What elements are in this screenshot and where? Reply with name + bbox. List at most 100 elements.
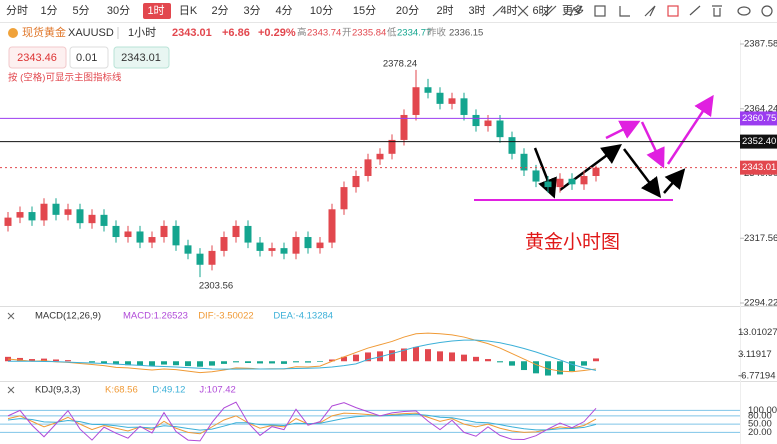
macd-bar — [449, 352, 455, 362]
macd-bar — [149, 361, 155, 367]
candle-body — [364, 159, 372, 176]
active-period-bg — [143, 3, 171, 19]
period-button[interactable]: 6时 — [532, 4, 549, 17]
candle-body — [508, 137, 516, 154]
macd-bar — [497, 361, 503, 363]
macd-bar — [545, 361, 551, 376]
qty[interactable]: 0.01 — [76, 52, 97, 64]
candle-body — [352, 175, 360, 188]
candle-body — [412, 87, 420, 115]
period-button[interactable]: 5分 — [72, 4, 89, 17]
candle-body — [196, 253, 204, 265]
icon — [667, 5, 679, 17]
arrow — [605, 120, 641, 140]
period-button[interactable]: 4时 — [500, 4, 517, 17]
candle-body — [484, 120, 492, 127]
candle-body — [4, 217, 12, 226]
icon — [594, 5, 606, 17]
period-button[interactable]: 1分 — [40, 4, 57, 17]
candle-body — [556, 178, 564, 188]
candle-body — [496, 120, 504, 138]
macd-bar — [401, 348, 407, 362]
candle-body — [400, 114, 408, 140]
macd-bar — [581, 361, 587, 366]
candle-body — [388, 139, 396, 154]
kdj-line — [7, 401, 597, 442]
macd-bar — [509, 361, 515, 366]
macd-bar — [257, 361, 263, 364]
y-tick-label: 2364.24 — [744, 103, 777, 114]
candle-body — [220, 237, 228, 251]
close-icon[interactable] — [7, 386, 15, 394]
macd-bar — [221, 361, 227, 364]
period[interactable]: 1小时 — [128, 26, 156, 39]
candle-body — [460, 98, 468, 115]
y-tick-label: 3.11917 — [738, 349, 772, 360]
macd-line — [8, 339, 597, 371]
y-tick-label: 2317.56 — [744, 233, 777, 244]
sell-price[interactable]: 2343.46 — [17, 52, 57, 64]
macd-bar — [137, 361, 143, 366]
period-button[interactable]: 10分 — [310, 4, 333, 17]
kdj-line — [7, 413, 597, 431]
candle-body — [316, 242, 324, 249]
period-button[interactable]: 3时 — [468, 4, 485, 17]
label: 昨收 — [427, 27, 447, 39]
price-tag — [740, 160, 777, 175]
candle-body — [88, 214, 96, 224]
period-button[interactable]: 1时 — [147, 4, 164, 17]
macd-bar — [341, 356, 347, 362]
period-button[interactable]: 2分 — [211, 4, 228, 17]
candle-body — [256, 242, 264, 251]
period-button[interactable]: 日K — [179, 5, 198, 17]
candle-body — [520, 153, 528, 171]
macd-bar — [89, 361, 95, 363]
candle-body — [448, 98, 456, 104]
macd-bar — [389, 350, 395, 362]
macd-bar — [113, 361, 119, 365]
period-button[interactable]: 4分 — [275, 4, 292, 17]
period-button[interactable]: 20分 — [396, 4, 419, 17]
macd-bar — [569, 361, 575, 372]
macd-bar — [593, 358, 599, 362]
macd-bar — [233, 361, 239, 363]
qty-box[interactable] — [69, 46, 109, 69]
y-tick-label: 13.01027 — [738, 327, 777, 338]
price-tag-label: 2352.40 — [742, 136, 776, 147]
macd-bar — [125, 361, 131, 366]
period-button[interactable]: 更多 — [562, 3, 584, 17]
macd-bar — [305, 361, 311, 363]
period-button[interactable]: 30分 — [107, 4, 130, 17]
candle-body — [292, 237, 300, 254]
macd-bar — [521, 361, 527, 371]
period-button[interactable]: 3分 — [243, 4, 260, 17]
macd-bar — [317, 361, 323, 362]
period-button[interactable]: 2时 — [436, 4, 453, 17]
sell-box[interactable] — [8, 46, 67, 69]
macd-bar — [161, 361, 167, 365]
candle-body — [136, 231, 144, 243]
macd-bar — [557, 361, 563, 375]
buy-price[interactable]: 2343.01 — [121, 52, 161, 64]
macd-bar — [425, 349, 431, 362]
candle-body — [304, 237, 312, 249]
candle-body — [244, 225, 252, 243]
period-button[interactable]: 分时 — [6, 4, 28, 17]
close-icon[interactable] — [7, 312, 15, 320]
label: 开 — [342, 28, 352, 39]
buy-box[interactable] — [113, 46, 170, 69]
hint: 按 (空格)可显示主图指标线 — [8, 72, 122, 84]
annotation: 黄金小时图 — [525, 231, 620, 253]
candle-body — [280, 248, 288, 254]
label: 低 — [387, 27, 397, 39]
macd-bar — [197, 361, 203, 367]
symbol-code[interactable]: XAUUSD — [68, 27, 114, 39]
price-tag — [740, 134, 777, 149]
legend-entry: DIF:-3.50022 — [198, 311, 253, 322]
macd-bar — [185, 361, 191, 367]
symbol-icon — [8, 28, 18, 38]
value: 2336.15 — [449, 28, 483, 39]
change-pct: +0.29% — [258, 27, 296, 39]
period-button[interactable]: 15分 — [353, 4, 376, 17]
value: 2334.77 — [397, 28, 431, 39]
